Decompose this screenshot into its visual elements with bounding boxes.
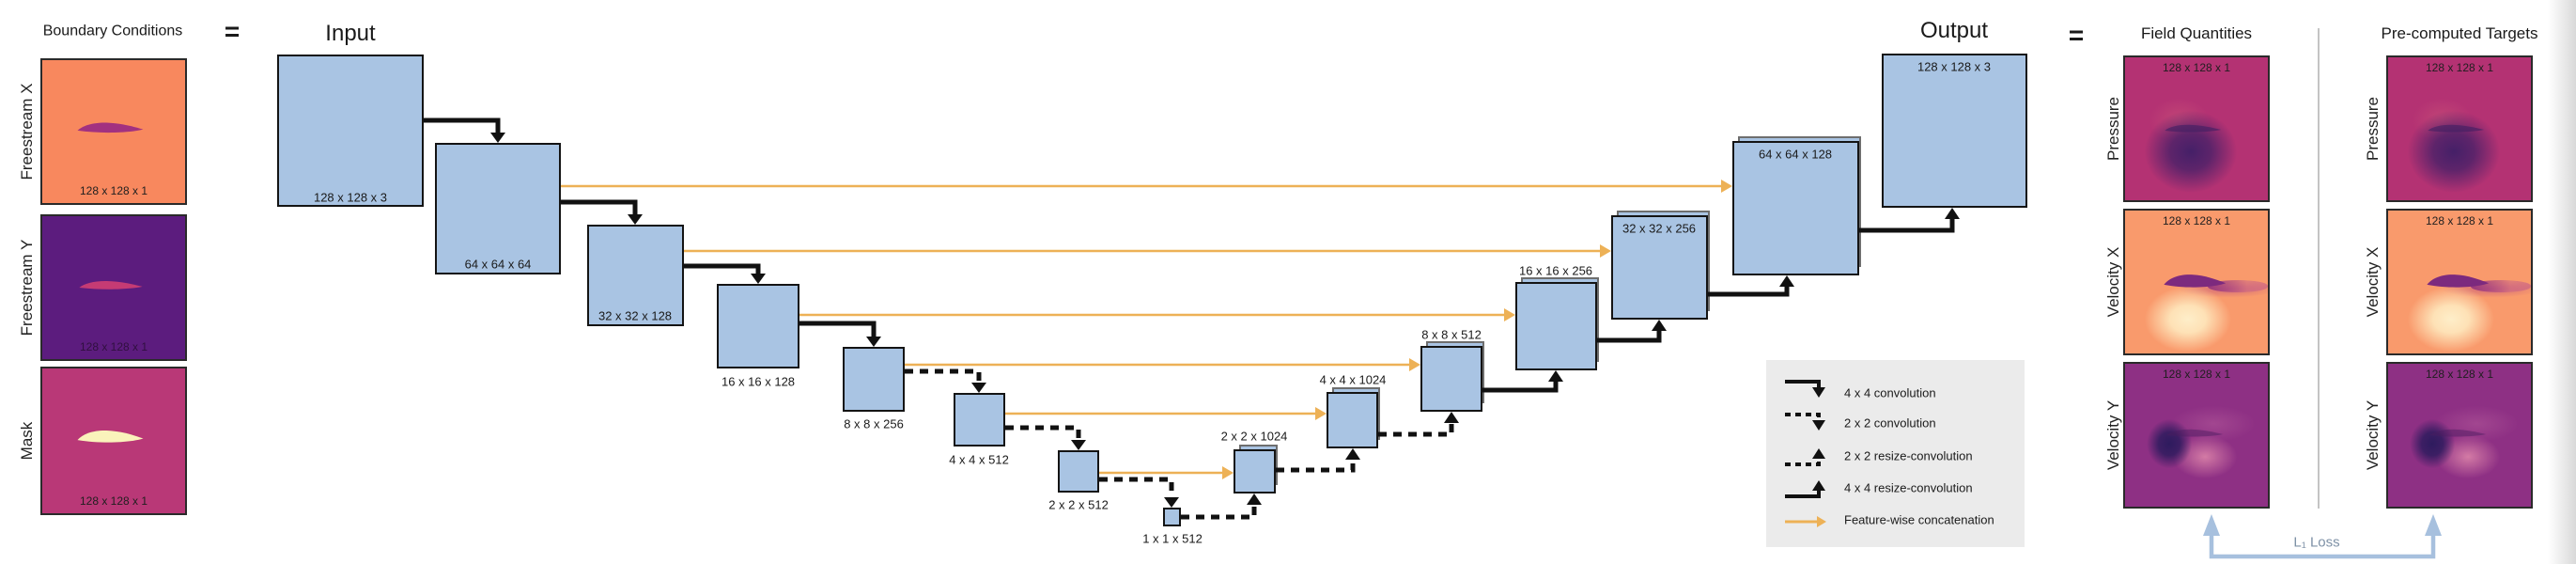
- layer-dims: 128 x 128 x 3: [1916, 59, 1992, 74]
- black-arrowheads: [490, 133, 1960, 508]
- layer-dims: 32 x 32 x 256: [1622, 221, 1697, 236]
- tile-dims: 128 x 128 x 1: [2425, 61, 2494, 74]
- mask-label: Mask: [18, 421, 36, 461]
- airfoil-shape: [2429, 428, 2489, 439]
- field-velocity-x-label: Velocity X: [2104, 246, 2122, 318]
- layer-dims: 32 x 32 x 128: [597, 308, 673, 323]
- resize-conv-4x4-arrow-icon: [1785, 480, 1825, 498]
- target-velocity-x-label: Velocity X: [2364, 246, 2382, 318]
- layer-dims: 64 x 64 x 128: [1758, 147, 1833, 162]
- tile-dims: 128 x 128 x 1: [2162, 61, 2231, 74]
- layer-enc-2: [1058, 450, 1099, 493]
- freestream-x-image: 128 x 128 x 1: [40, 58, 187, 205]
- layer-enc-16: [717, 284, 799, 368]
- field-velocity-x-image: 128 x 128 x 1: [2123, 209, 2270, 355]
- freestream-x-label: Freestream X: [18, 83, 36, 180]
- l1-loss-label: L₁ Loss: [2293, 534, 2340, 551]
- equals-sign-left: =: [224, 17, 241, 46]
- airfoil-shape: [76, 120, 146, 136]
- conv-2x2-arrow-icon: [1785, 413, 1825, 431]
- field-velocity-y-image: 128 x 128 x 1: [2123, 362, 2270, 509]
- target-pressure-image: 128 x 128 x 1: [2386, 55, 2533, 202]
- layer-input: [277, 55, 424, 207]
- output-title: Output: [1919, 18, 1989, 43]
- layer-dims: 16 x 16 x 128: [721, 374, 796, 389]
- target-velocity-x-image: 128 x 128 x 1: [2386, 209, 2533, 355]
- layer-dims: 128 x 128 x 3: [313, 190, 388, 205]
- layer-enc-64: [435, 143, 561, 274]
- legend-item-label: 4 x 4 convolution: [1844, 385, 1936, 400]
- legend-item-label: Feature-wise concatenation: [1844, 512, 1994, 527]
- layer-output: [1882, 54, 2027, 208]
- layer-dec-64: [1732, 136, 1861, 275]
- field-velocity-y-label: Velocity Y: [2104, 400, 2122, 471]
- airfoil-shape: [2426, 272, 2491, 291]
- layer-dims: 4 x 4 x 512: [949, 452, 1009, 467]
- tile-dims: 128 x 128 x 1: [79, 340, 148, 353]
- tile-dims: 128 x 128 x 1: [79, 184, 148, 197]
- legend-item-label: 4 x 4 resize-convolution: [1844, 480, 1973, 495]
- layer-dims: 2 x 2 x 512: [1048, 497, 1109, 512]
- conv-2x2-arrows: [905, 368, 1454, 520]
- precomputed-targets-title: Pre-computed Targets: [2381, 24, 2538, 42]
- target-pressure-label: Pressure: [2364, 96, 2382, 162]
- l1-loss-bracket: [2203, 514, 2442, 559]
- layer-dims: 16 x 16 x 256: [1518, 263, 1593, 278]
- mask-image: 128 x 128 x 1: [40, 367, 187, 515]
- layer-enc-8: [843, 347, 905, 412]
- target-velocity-y-image: 128 x 128 x 1: [2386, 362, 2533, 509]
- encoder-conv-arrows: [424, 118, 877, 337]
- layer-dims: 4 x 4 x 1024: [1319, 372, 1387, 387]
- layer-dec-2: [1234, 445, 1278, 494]
- layer-dec-16: [1515, 277, 1599, 370]
- legend-item-label: 2 x 2 convolution: [1844, 415, 1936, 431]
- airfoil-shape: [76, 428, 146, 446]
- layer-bottleneck-1: [1163, 508, 1181, 526]
- legend-item-label: 2 x 2 resize-convolution: [1844, 448, 1973, 463]
- decoder-resize-arrows: [1482, 218, 1955, 393]
- resize-conv-2x2-arrow-icon: [1785, 448, 1825, 466]
- layer-dims: 1 x 1 x 512: [1142, 531, 1203, 546]
- layer-dims: 64 x 64 x 64: [464, 257, 532, 272]
- layer-dec-8: [1420, 341, 1484, 412]
- layer-dec-32: [1611, 211, 1710, 320]
- target-velocity-y-label: Velocity Y: [2364, 400, 2382, 471]
- input-title: Input: [325, 21, 376, 46]
- freestream-y-image: 128 x 128 x 1: [40, 214, 187, 361]
- tile-dims: 128 x 128 x 1: [2425, 214, 2494, 227]
- equals-sign-right: =: [2068, 21, 2085, 50]
- tile-dims: 128 x 128 x 1: [2425, 368, 2494, 381]
- page-edge-shade: [2548, 0, 2576, 564]
- tile-dims: 128 x 128 x 1: [79, 494, 148, 508]
- airfoil-shape: [78, 279, 145, 292]
- airfoil-shape: [2163, 272, 2228, 291]
- boundary-conditions-title: Boundary Conditions: [42, 23, 183, 39]
- airfoil-shape: [2427, 123, 2487, 134]
- tile-dims: 128 x 128 x 1: [2162, 368, 2231, 381]
- layer-dec-4: [1327, 387, 1380, 448]
- airfoil-shape: [2165, 428, 2226, 439]
- layer-enc-32: [587, 225, 684, 326]
- column-divider: [2318, 28, 2320, 509]
- layer-dims: 8 x 8 x 256: [844, 416, 904, 431]
- conv-4x4-arrow-icon: [1785, 380, 1825, 398]
- field-pressure-image: 128 x 128 x 1: [2123, 55, 2270, 202]
- layer-enc-4: [954, 393, 1005, 446]
- freestream-y-label: Freestream Y: [18, 239, 36, 337]
- layer-dims: 8 x 8 x 512: [1421, 327, 1482, 342]
- airfoil-shape: [2164, 123, 2224, 134]
- layer-dims: 2 x 2 x 1024: [1220, 429, 1288, 444]
- field-quantities-title: Field Quantities: [2140, 24, 2253, 42]
- legend-box: 4 x 4 convolution 2 x 2 convolution 2 x …: [1766, 360, 2025, 547]
- field-pressure-label: Pressure: [2104, 96, 2122, 162]
- tile-dims: 128 x 128 x 1: [2162, 214, 2231, 227]
- concat-arrow-icon: [1785, 516, 1826, 527]
- skip-arrowheads: [1222, 180, 1732, 479]
- skip-connections: [561, 184, 1721, 475]
